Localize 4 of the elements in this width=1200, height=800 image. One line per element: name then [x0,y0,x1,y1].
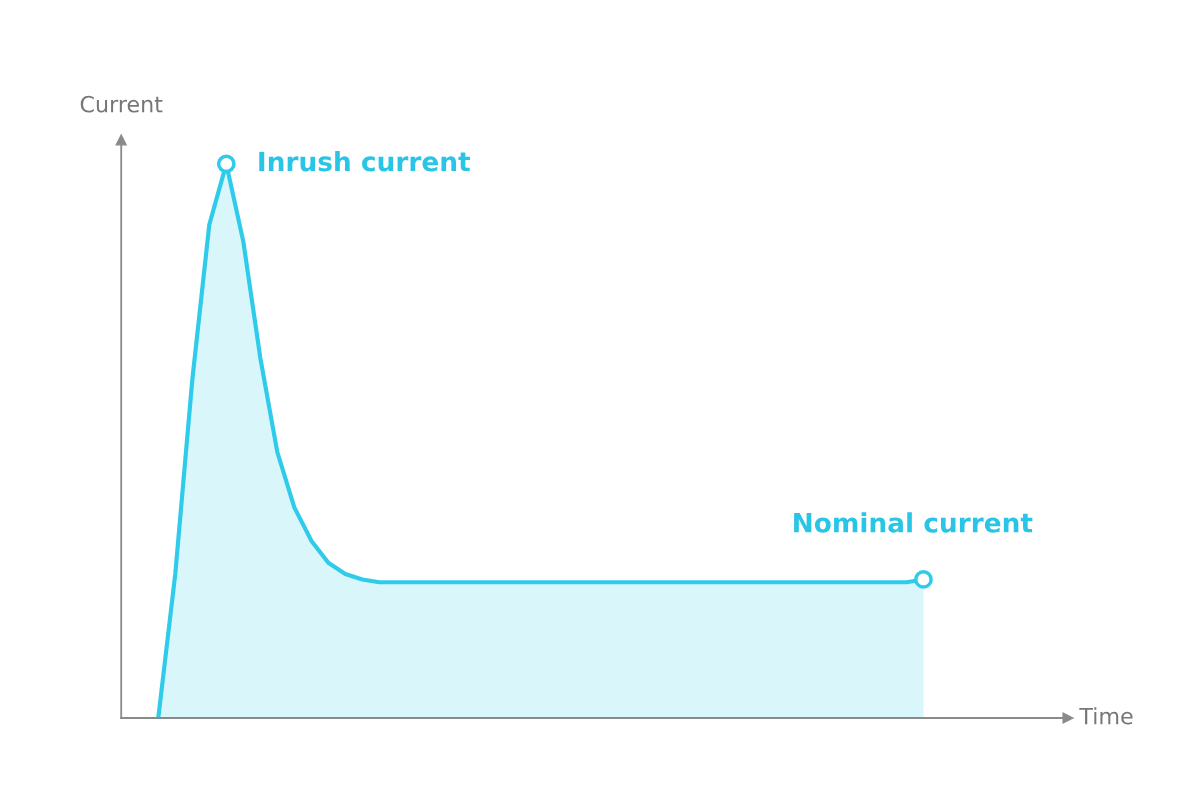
text: Time [1079,707,1133,725]
y-axis-title: Current [80,95,163,113]
annotation: Inrush current [259,151,471,172]
annotation: Nominal current [794,512,1033,533]
